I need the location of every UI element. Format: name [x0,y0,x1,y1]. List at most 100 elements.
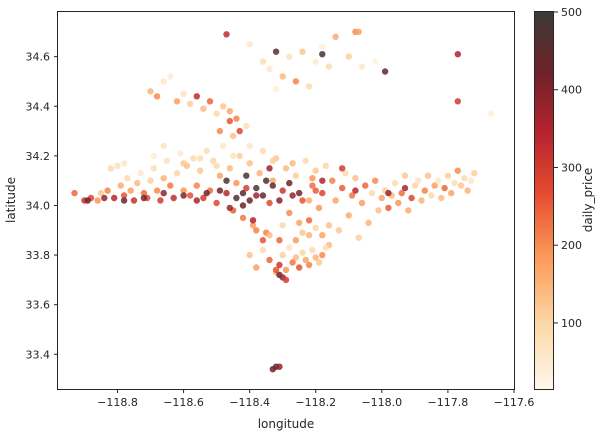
y-axis-ticks: 33.4 33.6 33.8 34.0 34.2 34.4 34.6 [26,51,58,361]
x-tick-label: −118.8 [97,396,138,409]
data-point [451,179,458,187]
data-point [286,209,293,217]
data-point [226,108,233,115]
data-point [339,165,346,172]
data-point [279,222,286,229]
data-point [461,175,468,182]
data-point [441,184,448,192]
data-point [282,165,290,172]
colorbar-tick-label: 300 [561,161,582,174]
data-point [276,237,283,244]
data-point [233,115,240,122]
data-point [372,58,379,65]
data-point [365,219,372,226]
colorbar-ticks: 100 200 300 400 500 [554,6,582,330]
data-point [84,197,91,204]
data-point [332,197,339,204]
data-point [391,179,399,187]
data-point [226,165,233,172]
data-point [272,266,280,274]
data-point [405,207,412,214]
data-point [147,177,154,184]
data-point [101,194,108,202]
data-point [292,78,300,85]
data-point [127,187,134,194]
data-point [177,150,184,157]
data-point [269,366,276,373]
data-point [190,155,197,162]
data-point [157,197,164,204]
data-point [329,177,336,184]
data-point [319,43,326,50]
data-point [378,194,385,202]
data-point [120,197,128,204]
data-point [180,187,187,194]
data-point [226,204,233,212]
data-point [216,172,224,179]
data-point [246,160,253,167]
data-point [467,177,475,184]
data-point [454,167,461,174]
data-point [315,259,323,266]
data-point [253,227,260,234]
data-point [104,187,111,194]
colorbar-tick-label: 500 [561,6,582,19]
data-point [111,194,118,202]
data-point [243,172,250,179]
y-axis-label: latitude [4,177,18,223]
data-point [200,105,207,112]
data-point [428,192,435,199]
data-point [236,127,243,135]
data-point [220,103,227,110]
data-point [276,363,283,370]
data-point [299,229,306,236]
data-point [348,192,356,199]
data-point [216,187,224,194]
data-point [107,165,115,172]
data-point [276,197,283,204]
y-tick-label: 34.2 [26,150,51,163]
data-point [180,192,187,199]
data-point [395,199,402,207]
data-point [286,179,293,187]
data-point [292,237,300,244]
data-point [173,170,181,177]
data-point [282,276,290,284]
data-point [193,197,200,204]
data-point [438,194,445,202]
data-point [332,33,339,40]
data-point [97,189,105,197]
data-point [401,172,409,179]
data-point [312,58,319,65]
data-point [448,189,455,197]
data-point [266,165,273,172]
data-point [299,197,306,204]
data-point [167,182,174,189]
data-point [444,172,452,179]
data-point [216,127,224,135]
data-point [206,98,214,105]
data-point [210,157,217,164]
data-point [193,182,200,189]
data-point [305,83,313,90]
data-point [385,189,392,197]
data-point [312,167,319,174]
data-point [381,68,389,75]
data-point [352,175,359,182]
data-point [153,187,161,194]
data-point [226,117,233,125]
data-point [259,237,267,244]
data-point [223,189,230,197]
data-point [124,175,131,182]
data-point [263,177,270,184]
data-point [213,110,220,117]
data-point [213,199,220,207]
data-point [229,132,237,140]
data-point [180,90,187,98]
data-point [471,170,478,177]
data-point [385,204,392,212]
data-point [352,187,359,194]
x-tick-label: −117.8 [428,396,469,409]
data-point [411,182,419,189]
